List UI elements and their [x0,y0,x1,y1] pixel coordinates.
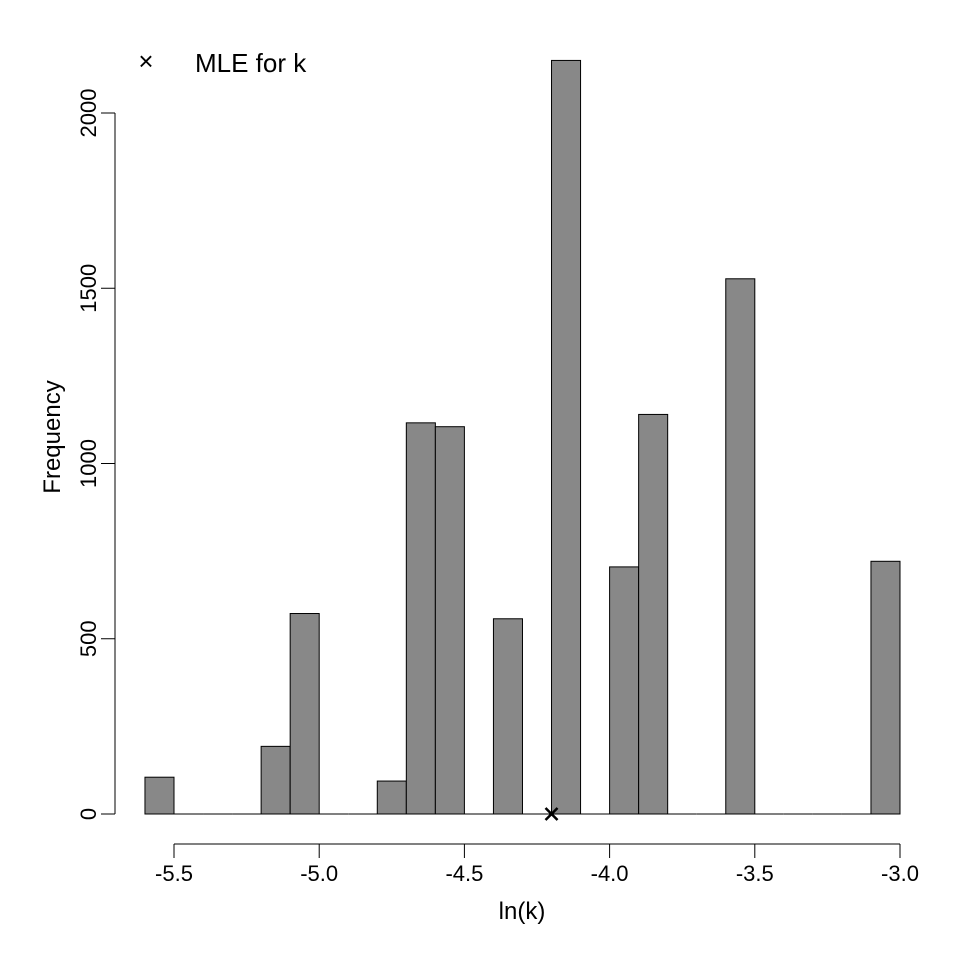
x-axis: -5.5 -5.0 -4.5 -4.0 -3.5 -3.0 [155,843,919,886]
legend-mle-label: MLE for k [195,48,307,78]
x-tick-label: -3.5 [736,861,774,886]
histogram-bar [289,613,320,815]
bars-group [144,59,901,815]
x-tick-label: -5.0 [300,861,338,886]
histogram-bar [551,59,582,815]
y-axis: 0 500 1000 1500 2000 [76,89,116,820]
histogram-bar [870,560,901,815]
y-tick-label: 2000 [76,89,101,138]
histogram-bar [609,566,640,815]
x-axis-title: ln(k) [499,898,546,925]
x-tick-label: -3.0 [881,861,919,886]
mle-marker [544,807,559,821]
histogram-bar [725,278,756,815]
x-tick-label: -4.5 [445,861,483,886]
legend-mle-symbol: × [138,46,153,76]
histogram-bar [434,426,465,815]
y-tick-label: 500 [76,620,101,657]
x-tick-label: -4.0 [591,861,629,886]
y-axis-title: Frequency [39,380,66,493]
histogram-bar [638,413,669,815]
y-tick-label: 1500 [76,264,101,313]
mle-marker-stroke [544,807,559,821]
histogram-bar [260,745,291,815]
mle-marker-group [544,807,559,821]
histogram-bar [144,776,175,815]
histogram-bar [405,422,436,815]
legend: × MLE for k [138,46,307,78]
x-tick-label: -5.5 [155,861,193,886]
y-tick-label: 0 [76,808,101,820]
y-tick-label: 1000 [76,439,101,488]
histogram-bar [376,780,407,815]
histogram-bar [492,618,523,815]
